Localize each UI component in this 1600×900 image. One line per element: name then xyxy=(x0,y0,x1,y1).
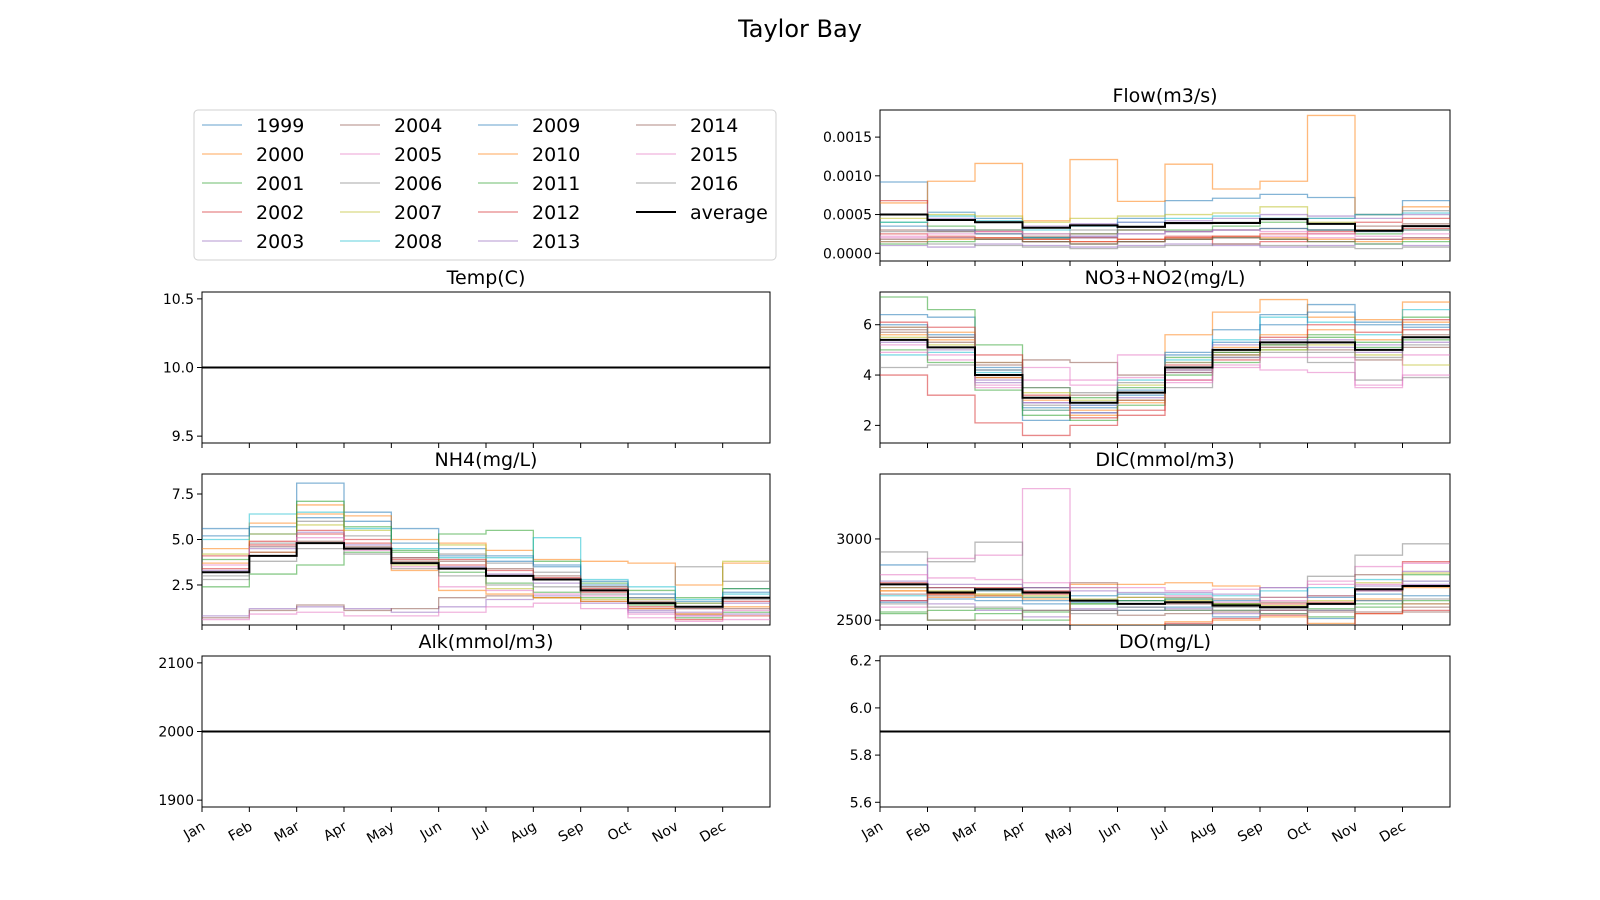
x-tick-label: Apr xyxy=(1000,818,1029,844)
x-tick-label: Aug xyxy=(508,819,540,847)
series-line-2015 xyxy=(880,574,1450,592)
x-tick-label: Feb xyxy=(226,819,256,845)
legend-label: 2005 xyxy=(394,144,442,166)
x-tick-label: Jan xyxy=(858,819,886,844)
x-tick-label: Oct xyxy=(1285,818,1314,844)
series-line-2015 xyxy=(880,229,1450,237)
axes-group: Flow(m3/s) 0.0000 0.0005 0.0010 0.0015 Temp(C… xyxy=(158,85,1451,847)
legend-label: 2007 xyxy=(394,202,442,224)
x-tick-label: Sep xyxy=(1235,819,1266,846)
x-tick-label: Oct xyxy=(605,818,634,844)
x-tick-label: Dec xyxy=(1377,819,1408,846)
x-tick-label: Sep xyxy=(556,819,587,846)
y-tick-label: 6.2 xyxy=(850,654,872,670)
legend-label: average xyxy=(690,202,768,224)
x-tick-label: May xyxy=(1043,819,1076,847)
y-tick-label: 7.5 xyxy=(172,487,194,503)
legend-label: 2009 xyxy=(532,115,580,137)
y-tick-label: 0.0010 xyxy=(823,169,872,185)
legend-label: 2014 xyxy=(690,115,738,137)
legend-label: 2013 xyxy=(532,231,580,253)
x-tick-label: Jun xyxy=(1096,819,1124,844)
y-tick-label: 6 xyxy=(863,318,872,334)
x-tick-label: Feb xyxy=(904,819,934,845)
series-group xyxy=(880,487,1450,625)
average-line xyxy=(880,336,1450,404)
series-line-2016 xyxy=(880,240,1450,250)
x-tick-label: May xyxy=(364,819,397,847)
x-tick-label: Jul xyxy=(468,819,492,842)
x-tick-label: Dec xyxy=(697,819,728,846)
x-tick-label: Aug xyxy=(1187,819,1219,847)
y-tick-label: 10.0 xyxy=(163,361,194,377)
x-tick-label: Nov xyxy=(650,819,682,847)
x-tick-label: Jul xyxy=(1147,819,1171,842)
panel-title: DO(mg/L) xyxy=(1119,631,1211,653)
y-tick-label: 1900 xyxy=(158,793,194,809)
y-tick-label: 2500 xyxy=(836,613,872,629)
panel-title: NO3+NO2(mg/L) xyxy=(1085,267,1246,289)
figure-title: Taylor Bay xyxy=(737,15,862,43)
panel-title: Alk(mmol/m3) xyxy=(418,631,553,653)
legend: 1999 2000 2001 2002 2003 2004 2005 2006 2007 2008… xyxy=(193,109,777,261)
legend-label: 2012 xyxy=(532,202,580,224)
y-tick-label: 2100 xyxy=(158,656,194,672)
legend-label: 1999 xyxy=(256,115,304,137)
average-line xyxy=(880,583,1450,609)
y-tick-label: 0.0000 xyxy=(823,246,872,262)
panel-title: NH4(mg/L) xyxy=(435,449,538,471)
legend-label: 2016 xyxy=(690,173,738,195)
panel-title: Flow(m3/s) xyxy=(1112,85,1217,107)
y-tick-label: 10.5 xyxy=(163,292,194,308)
panel-title: DIC(mmol/m3) xyxy=(1095,449,1234,471)
x-tick-label: Nov xyxy=(1329,819,1361,847)
panel-2: Temp(C) 9.5 10.0 10.5 xyxy=(163,267,771,448)
panel-title: Temp(C) xyxy=(446,267,526,289)
y-tick-label: 2 xyxy=(863,418,872,434)
y-tick-label: 6.0 xyxy=(850,701,872,717)
x-tick-label: Mar xyxy=(272,818,303,845)
panel-4: NH4(mg/L) 2.5 5.0 7.5 xyxy=(172,449,771,630)
y-tick-label: 0.0015 xyxy=(823,130,872,146)
legend-label: 2003 xyxy=(256,231,304,253)
panel-6: Alk(mmol/m3) 1900 2000 2100 Jan Feb Mar Apr May J… xyxy=(158,631,771,847)
y-tick-label: 2000 xyxy=(158,725,194,741)
x-tick-label: Apr xyxy=(321,818,350,844)
y-tick-label: 4 xyxy=(863,368,872,384)
series-group xyxy=(202,482,770,623)
y-tick-label: 5.6 xyxy=(850,795,872,811)
series-line-2016 xyxy=(880,598,1450,615)
average-line xyxy=(880,213,1450,232)
legend-label: 2015 xyxy=(690,144,738,166)
panel-5: DIC(mmol/m3) 2500 3000 xyxy=(836,449,1451,630)
x-tick-label: Jun xyxy=(417,819,445,844)
x-tick-label: Mar xyxy=(950,818,981,845)
legend-label: 2006 xyxy=(394,173,442,195)
y-tick-label: 9.5 xyxy=(172,429,194,445)
legend-label: 2008 xyxy=(394,231,442,253)
legend-label: 2004 xyxy=(394,115,442,137)
x-tick-label: Jan xyxy=(180,819,208,844)
series-group xyxy=(880,114,1450,250)
series-line-2000 xyxy=(880,114,1450,222)
series-line-2015 xyxy=(202,537,770,617)
legend-label: 2000 xyxy=(256,144,304,166)
legend-box xyxy=(193,109,777,261)
y-tick-label: 0.0005 xyxy=(823,208,872,224)
y-tick-label: 2.5 xyxy=(172,578,194,594)
y-tick-label: 3000 xyxy=(836,532,872,548)
legend-label: 2011 xyxy=(532,173,580,195)
series-line-2014 xyxy=(880,237,1450,245)
panel-3: NO3+NO2(mg/L) 2 4 6 xyxy=(863,267,1451,448)
panel-1: Flow(m3/s) 0.0000 0.0005 0.0010 0.0015 xyxy=(823,85,1451,266)
legend-label: 2002 xyxy=(256,202,304,224)
average-line xyxy=(202,542,770,608)
y-tick-label: 5.8 xyxy=(850,748,872,764)
legend-label: 2001 xyxy=(256,173,304,195)
y-tick-label: 5.0 xyxy=(172,532,194,548)
panel-7: DO(mg/L) 5.6 5.8 6.0 6.2 Jan Feb Mar Apr May Jun Ju… xyxy=(850,631,1451,847)
legend-label: 2010 xyxy=(532,144,580,166)
series-group xyxy=(880,296,1450,437)
